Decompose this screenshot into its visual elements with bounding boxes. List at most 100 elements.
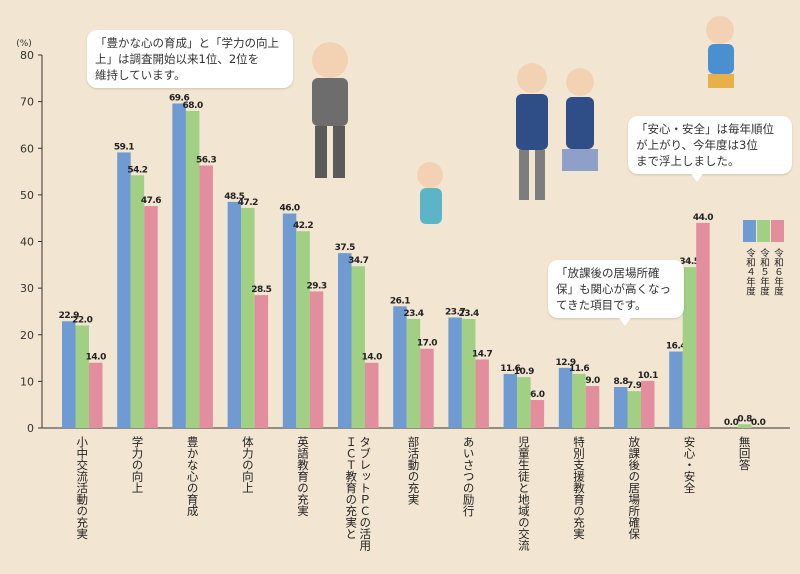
bar — [185, 110, 200, 428]
bar — [365, 362, 379, 428]
bar-value-label: 48.5 — [224, 192, 244, 202]
bar — [351, 266, 365, 428]
bar — [641, 380, 655, 428]
bar — [517, 377, 531, 428]
bar — [627, 391, 641, 428]
bar-value-label: 37.5 — [335, 243, 355, 253]
bar — [309, 291, 324, 428]
bar-value-label: 9.0 — [585, 376, 600, 386]
bar-value-label: 47.6 — [141, 196, 161, 206]
annotation-line: 保」も関心が高くなっ — [556, 282, 671, 296]
category-label: 学力の向上 — [130, 435, 144, 493]
legend-swatch — [757, 220, 770, 242]
category-label: 部活動の充実 — [406, 435, 420, 506]
y-axis-tick-label: 10 — [20, 375, 34, 388]
legend-label: 令和４年度 — [744, 247, 756, 296]
bar-value-label: 14.0 — [362, 353, 382, 363]
bar — [614, 386, 628, 428]
bar — [669, 351, 683, 428]
bar — [737, 424, 752, 428]
annotation-tail-afterschool — [618, 316, 632, 326]
annotation-bubble-top: 「豊かな心の育成」と「学力の向上 上」は調査開始以来1位、2位を 維持しています… — [87, 30, 293, 88]
bar — [461, 318, 476, 428]
boy-student-leg — [535, 150, 545, 200]
category-label: 英語教育の充実 — [296, 435, 310, 517]
bar-value-label: 29.3 — [306, 281, 326, 291]
bar-value-label: 17.0 — [417, 339, 437, 349]
bar — [420, 348, 434, 428]
category-label: 特別支援教育の充実 — [572, 435, 586, 540]
annotation-line: 「放課後の居場所確 — [556, 266, 660, 280]
category-label: あいさつの励行 — [462, 436, 476, 517]
annotation-bubble-safety: 「安心・安全」は毎年順位 が上がり、今年度は3位 まで浮上しました。 — [628, 116, 792, 174]
bar-value-label: 26.1 — [390, 296, 410, 306]
jumping-boy-shorts — [708, 74, 734, 88]
annotation-line: 維持しています。 — [95, 68, 186, 82]
bar-value-label: 34.7 — [348, 256, 368, 266]
category-label: ＩＣＴ教育の充実と — [344, 436, 358, 540]
bar-value-label: 23.4 — [403, 309, 423, 319]
y-axis-tick-label: 0 — [27, 422, 34, 435]
bar-value-label: 22.0 — [72, 315, 92, 325]
bar — [89, 362, 103, 428]
bar-value-label: 56.3 — [196, 156, 216, 166]
annotation-line: てきた項目です。 — [556, 298, 647, 312]
category-label: 放課後の居場所確保 — [627, 435, 641, 540]
bar-value-label: 23.4 — [459, 309, 479, 319]
bar — [530, 400, 545, 428]
bar — [144, 206, 158, 428]
bar-value-label: 10.1 — [638, 371, 658, 381]
boy-student-head — [517, 63, 547, 93]
bar-value-label: 8.8 — [614, 377, 629, 387]
boy-student-leg — [519, 150, 529, 200]
bar — [254, 295, 269, 428]
bar-value-label: 0.0 — [751, 418, 766, 428]
bar — [117, 152, 131, 429]
y-axis-unit-label: (%) — [16, 39, 32, 49]
annotation-line: が上がり、今年度は3位 — [636, 138, 758, 152]
category-label: 無回答 — [738, 435, 752, 471]
category-label: 児童生徒と地域の交流 — [517, 436, 531, 551]
y-axis-tick-label: 70 — [20, 96, 34, 109]
annotation-line: 上」は調査開始以来1位、2位を — [95, 52, 260, 66]
category-label: 豊かな心の育成 — [186, 436, 200, 517]
bar-value-label: 10.9 — [514, 367, 534, 377]
bar — [62, 321, 76, 428]
bar — [241, 207, 255, 428]
bar-value-label: 14.0 — [86, 353, 106, 363]
bar-value-label: 46.0 — [279, 204, 299, 214]
y-axis-tick-label: 20 — [20, 329, 34, 342]
bar — [406, 318, 421, 428]
jumping-boy-body — [708, 44, 734, 74]
child-figure-body — [420, 188, 442, 224]
bar-value-label: 44.0 — [693, 213, 713, 223]
bar-value-label: 11.6 — [569, 364, 589, 374]
y-axis-tick-label: 80 — [20, 49, 34, 62]
teacher-figure-head — [312, 42, 348, 78]
bar-value-label: 34.5 — [679, 257, 699, 267]
girl-student-head — [566, 68, 594, 96]
bar — [558, 367, 573, 428]
annotation-line: 「豊かな心の育成」と「学力の向上 — [95, 36, 279, 50]
boy-student-body — [516, 94, 548, 150]
child-figure-head — [417, 162, 443, 188]
category-label: 安心・安全 — [682, 435, 696, 493]
bar-value-label: 47.2 — [238, 198, 258, 208]
bar-value-label: 16.4 — [666, 342, 686, 352]
annotation-tail-safety — [690, 172, 704, 182]
legend-swatch — [771, 220, 784, 242]
bar-value-label: 68.0 — [183, 101, 203, 111]
annotation-bubble-afterschool: 「放課後の居場所確 保」も関心が高くなっ てきた項目です。 — [548, 260, 684, 318]
legend-label: 令和５年度 — [758, 247, 770, 296]
bar — [503, 373, 518, 428]
teacher-figure-leg — [315, 126, 327, 178]
bar — [75, 325, 89, 428]
bar — [199, 165, 213, 428]
y-axis-tick-label: 50 — [20, 189, 34, 202]
bar-value-label: 12.9 — [555, 358, 575, 368]
bar — [130, 175, 145, 428]
bar-value-label: 59.1 — [114, 142, 134, 152]
annotation-line: 「安心・安全」は毎年順位 — [636, 122, 774, 136]
category-label: 体力の向上 — [241, 435, 255, 493]
